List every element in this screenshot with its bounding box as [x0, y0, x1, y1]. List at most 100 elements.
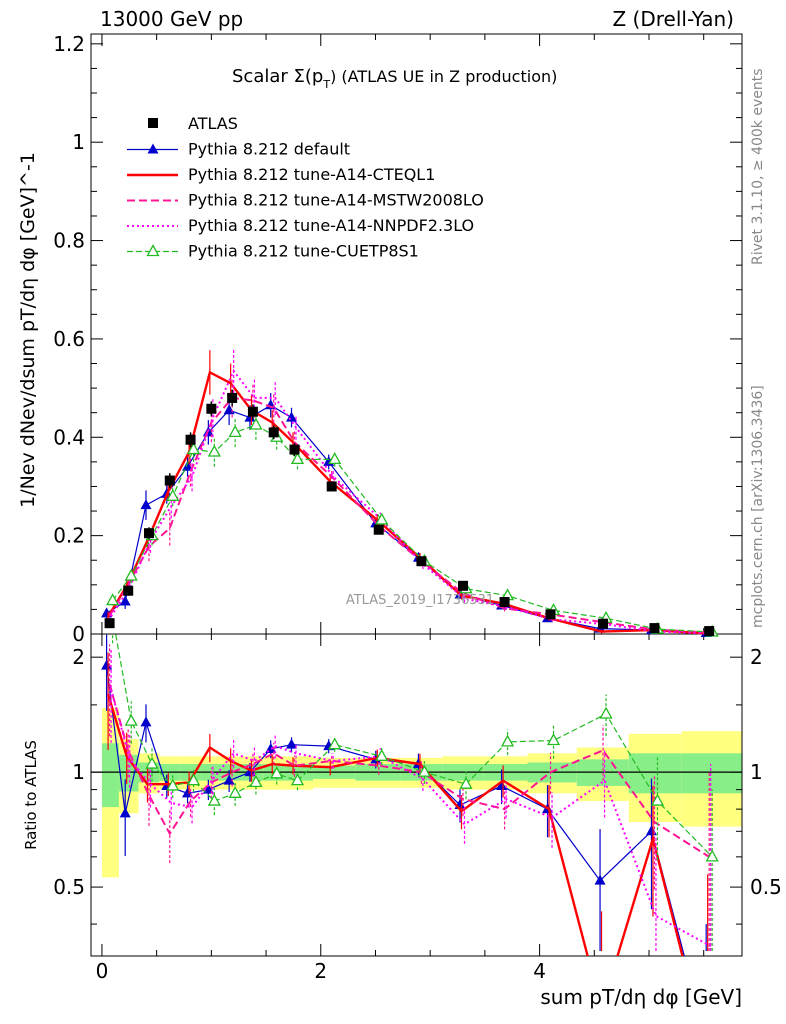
- ratio-marker: [249, 775, 263, 788]
- ratio-marker: [286, 738, 298, 749]
- series-marker: [290, 452, 305, 465]
- data-point: [206, 403, 217, 414]
- mcplots-label: mcplots.cern.ch [arXiv:1306.3436]: [750, 385, 766, 628]
- plot-frames: [90, 33, 743, 957]
- data-point: [704, 626, 715, 637]
- ratio-marker: [459, 776, 473, 789]
- data-point: [268, 427, 279, 438]
- series-marker: [249, 417, 263, 430]
- ratio-marker: [186, 773, 201, 786]
- data-point: [326, 481, 337, 492]
- series-marker: [375, 512, 389, 525]
- series-marker: [286, 411, 298, 422]
- analysis-label: ATLAS_2019_I1736531: [346, 593, 494, 608]
- rivet-label: Rivet 3.1.10, ≥ 400k events: [750, 68, 766, 265]
- data-point: [649, 623, 660, 634]
- legend: ATLAS Pythia 8.212 default Pythia 8.212 tu…: [127, 114, 484, 261]
- legend-label: Pythia 8.212 default: [188, 140, 350, 159]
- series-marker: [186, 442, 201, 455]
- data-point: [143, 528, 154, 539]
- x-tick-label: 2: [314, 959, 327, 983]
- series-marker: [119, 595, 131, 606]
- x-tick-label: 4: [533, 959, 546, 983]
- legend-label: Pythia 8.212 tune-A14-CTEQL1: [188, 165, 435, 184]
- data-point: [164, 475, 175, 486]
- ratio-band-inner: [101, 743, 119, 808]
- ratio-marker: [594, 874, 606, 885]
- ratio-marker: [496, 779, 508, 790]
- ratio-marker: [645, 825, 657, 836]
- ratio-marker: [119, 807, 131, 818]
- series-marker: [228, 425, 242, 438]
- chart-title-main: Scalar Σ(p: [232, 66, 323, 87]
- x-tick-label: 0: [96, 959, 109, 983]
- data-point: [373, 524, 384, 535]
- y-tick-label: 0.4: [53, 425, 85, 449]
- data-point: [247, 406, 258, 417]
- ratio-marker: [650, 793, 665, 806]
- data-point: [227, 392, 238, 403]
- data-point: [289, 444, 300, 455]
- ratio-marker: [223, 774, 235, 785]
- legend-label: Pythia 8.212 tune-CUETP8S1: [188, 242, 419, 261]
- series-marker: [106, 593, 120, 606]
- ratio-marker: [500, 734, 515, 747]
- ratio-series-line: [106, 665, 685, 956]
- legend-marker-data: [148, 118, 158, 128]
- chart-title: Scalar Σ(pT) (ATLAS UE in Z production): [232, 66, 557, 91]
- series-marker: [328, 452, 342, 465]
- x-axis-label: sum pT/dη dφ [GeV]: [540, 985, 742, 1009]
- ratio-marker: [705, 849, 719, 862]
- series-marker: [166, 488, 180, 501]
- y-axis-label: 1/Nev dNev/dsum pT/dη dφ [GeV]^-1: [17, 152, 39, 508]
- chart-title-sub: T: [322, 78, 330, 91]
- ratio-marker: [290, 773, 305, 786]
- ratio-series-line: [106, 693, 684, 956]
- data-point: [499, 597, 510, 608]
- ratio-tick-label-right: 0.5: [750, 875, 782, 899]
- ratio-series-line: [115, 634, 713, 858]
- ratio-marker: [328, 737, 342, 750]
- header-left: 13000 GeV pp: [100, 7, 243, 31]
- ratio-marker: [270, 766, 284, 779]
- header-right: Z (Drell-Yan): [612, 7, 734, 31]
- y-tick-label: 0.8: [53, 229, 85, 253]
- y-tick-label: 0: [72, 622, 85, 646]
- legend-label: Pythia 8.212 tune-A14-MSTW2008LO: [188, 191, 484, 210]
- ratio-series-line: [110, 688, 712, 948]
- ratio-marker: [599, 706, 613, 719]
- ratio-marker: [207, 793, 221, 806]
- data-point: [123, 585, 134, 596]
- axes: 00.20.40.60.811.20 2 40.5 0.51 12 2: [53, 32, 782, 983]
- ratio-marker: [101, 659, 113, 670]
- y-tick-label: 0.6: [53, 327, 85, 351]
- ratio-series-layer: [101, 634, 719, 956]
- data-point: [104, 618, 115, 629]
- series-marker: [140, 499, 152, 510]
- legend-marker: [146, 244, 160, 257]
- chart-title-rest: ) (ATLAS UE in Z production): [330, 67, 557, 86]
- ratio-marker: [417, 764, 432, 777]
- data-point: [598, 618, 609, 629]
- data-point: [185, 434, 196, 445]
- data-point: [458, 580, 468, 591]
- ratio-marker: [140, 716, 152, 727]
- series-marker: [182, 460, 194, 471]
- legend-marker: [147, 143, 159, 154]
- data-point: [545, 609, 556, 620]
- legend-label: ATLAS: [188, 114, 238, 133]
- ratio-marker: [145, 756, 159, 769]
- ratio-tick-label: 1: [72, 760, 85, 784]
- ratio-plot-frame: [90, 633, 743, 957]
- ratio-uncertainty-bands: [91, 708, 742, 878]
- ratio-band-inner: [681, 753, 742, 794]
- y-tick-label: 0.2: [53, 524, 85, 548]
- series-marker: [207, 444, 221, 457]
- ratio-marker: [375, 748, 389, 761]
- ratio-tick-label-right: 1: [750, 760, 763, 784]
- ratio-axis-label: Ratio to ATLAS: [22, 740, 40, 850]
- ratio-marker: [124, 713, 138, 726]
- ratio-marker: [166, 778, 180, 791]
- ratio-marker: [228, 785, 242, 798]
